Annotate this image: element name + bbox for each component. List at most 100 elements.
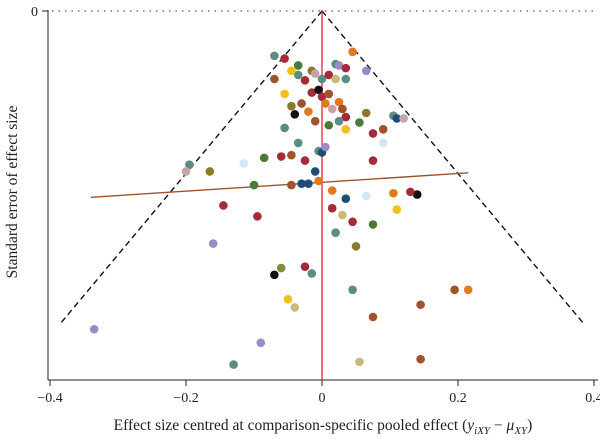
x-axis-title-main: Effect size centred at comparison-specif… — [114, 417, 468, 434]
data-point-94 — [368, 312, 378, 322]
data-point-66 — [361, 66, 371, 76]
regression-line — [90, 172, 469, 199]
data-point-85 — [355, 357, 364, 367]
data-point-65 — [287, 66, 296, 76]
data-point-67 — [341, 125, 351, 134]
data-point-6 — [270, 270, 279, 280]
data-point-42 — [327, 104, 337, 114]
data-point-53 — [324, 70, 334, 80]
data-point-56 — [300, 76, 310, 85]
data-point-95 — [416, 300, 425, 310]
data-point-9 — [290, 303, 300, 312]
data-point-60 — [341, 63, 351, 73]
data-point-34 — [297, 99, 306, 108]
data-point-80 — [389, 188, 398, 198]
data-point-22 — [304, 179, 313, 189]
data-point-14 — [205, 167, 215, 176]
data-point-68 — [355, 118, 364, 127]
data-point-36 — [310, 116, 320, 126]
data-point-25 — [293, 138, 303, 148]
data-point-45 — [341, 112, 351, 122]
x-tick-label-4: 0.2 — [449, 391, 467, 406]
data-point-40 — [324, 89, 334, 99]
data-point-96 — [463, 285, 473, 295]
data-point-59 — [334, 61, 344, 70]
x-axis-title-mu: μ — [506, 417, 515, 434]
data-point-50 — [293, 70, 303, 80]
data-point-3 — [229, 360, 238, 369]
data-point-71 — [378, 125, 388, 134]
x-axis-title-var: y — [465, 417, 474, 434]
data-point-74 — [399, 114, 408, 123]
data-points — [89, 47, 473, 369]
x-axis-title: Effect size centred at comparison-specif… — [114, 417, 533, 437]
data-point-46 — [334, 116, 344, 126]
data-point-44 — [338, 104, 347, 114]
data-point-70 — [368, 129, 378, 138]
data-point-84 — [416, 354, 425, 364]
data-point-19 — [276, 152, 286, 161]
data-point-69 — [361, 108, 371, 118]
data-point-27 — [310, 167, 320, 176]
data-point-18 — [259, 153, 269, 163]
data-point-43 — [334, 97, 344, 107]
data-point-12 — [185, 160, 194, 169]
x-tick-label-5: 0.4 — [585, 391, 600, 406]
x-axis-title-sub2: XY — [513, 425, 529, 437]
data-point-93 — [348, 285, 357, 295]
data-point-81 — [412, 190, 422, 199]
data-point-89 — [338, 210, 347, 220]
data-point-76 — [368, 156, 378, 165]
data-point-61 — [348, 47, 357, 57]
data-point-63 — [280, 54, 289, 63]
data-point-24 — [287, 150, 296, 160]
data-point-26 — [300, 156, 310, 165]
data-point-11 — [307, 269, 317, 278]
data-point-78 — [361, 191, 371, 201]
data-point-13 — [181, 167, 191, 176]
data-point-54 — [331, 74, 340, 84]
data-point-39 — [317, 92, 327, 101]
axes — [47, 10, 598, 381]
data-point-7 — [276, 263, 286, 273]
data-point-37 — [307, 88, 317, 97]
data-point-2 — [208, 239, 218, 248]
data-point-75 — [378, 138, 388, 148]
data-point-32 — [290, 110, 300, 119]
data-point-41 — [321, 99, 330, 108]
data-point-33 — [287, 101, 296, 111]
data-point-52 — [317, 74, 327, 84]
data-point-62 — [270, 51, 279, 61]
x-axis-ticks: −0.4 −0.2 0 0.2 0.4 — [37, 380, 600, 406]
data-point-30 — [321, 142, 330, 152]
funnel-right-boundary — [321, 10, 585, 325]
data-point-88 — [327, 203, 337, 213]
data-point-82 — [406, 187, 415, 197]
data-point-49 — [280, 89, 289, 99]
data-point-73 — [392, 114, 402, 123]
data-point-20 — [287, 180, 296, 190]
data-point-77 — [368, 220, 378, 229]
data-point-21 — [297, 179, 306, 189]
data-point-64 — [293, 61, 303, 70]
data-point-4 — [256, 338, 266, 348]
data-point-15 — [219, 201, 228, 210]
data-point-83 — [450, 285, 459, 295]
data-point-48 — [270, 74, 279, 84]
data-point-38 — [314, 85, 323, 95]
y-axis-ticks: 0 — [31, 5, 48, 20]
data-point-23 — [314, 176, 323, 186]
data-point-35 — [304, 107, 313, 116]
data-point-17 — [249, 180, 259, 190]
data-point-5 — [253, 212, 262, 221]
data-point-8 — [283, 295, 293, 304]
data-point-31 — [280, 123, 289, 133]
data-point-79 — [392, 205, 402, 214]
data-point-57 — [310, 69, 320, 78]
data-point-86 — [327, 186, 337, 195]
x-axis-title-minus: − — [490, 417, 507, 434]
data-point-87 — [341, 194, 351, 203]
x-tick-label-1: −0.4 — [37, 391, 62, 406]
data-point-16 — [239, 159, 249, 168]
